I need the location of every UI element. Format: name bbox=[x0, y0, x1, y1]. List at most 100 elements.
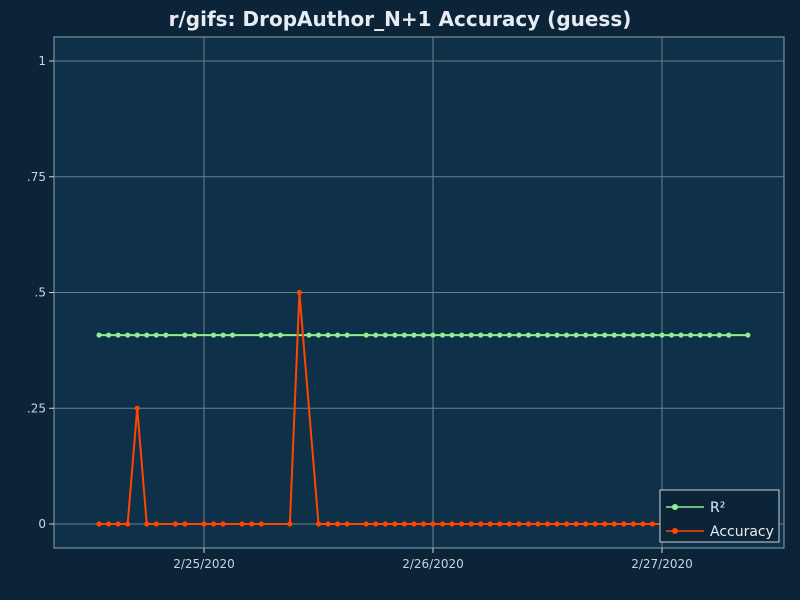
data-point-r2 bbox=[487, 332, 493, 338]
data-point-r2 bbox=[411, 332, 417, 338]
legend-label-r2: R² bbox=[710, 500, 725, 516]
data-point-accuracy bbox=[544, 521, 551, 527]
data-point-accuracy bbox=[411, 521, 417, 527]
data-point-accuracy bbox=[287, 521, 293, 527]
data-point-r2 bbox=[611, 332, 617, 338]
data-point-r2 bbox=[563, 332, 570, 338]
data-point-r2 bbox=[373, 332, 379, 338]
x-tick-label: 2/27/2020 bbox=[631, 557, 693, 571]
data-point-r2 bbox=[210, 332, 217, 338]
data-point-r2 bbox=[430, 332, 436, 338]
legend-label-accuracy: Accuracy bbox=[710, 524, 774, 540]
data-point-r2 bbox=[602, 332, 608, 338]
data-point-r2 bbox=[96, 332, 102, 338]
data-point-r2 bbox=[697, 332, 703, 338]
data-point-accuracy bbox=[611, 521, 617, 527]
data-point-accuracy bbox=[344, 521, 350, 527]
data-point-accuracy bbox=[105, 521, 112, 527]
data-point-accuracy bbox=[525, 521, 532, 527]
chart-title: r/gifs: DropAuthor_N+1 Accuracy (guess) bbox=[169, 7, 632, 31]
data-point-accuracy bbox=[497, 521, 503, 527]
data-point-accuracy bbox=[430, 521, 436, 527]
data-point-r2 bbox=[659, 332, 665, 338]
data-point-r2 bbox=[315, 332, 322, 338]
data-point-r2 bbox=[592, 332, 598, 338]
data-point-r2 bbox=[649, 332, 656, 338]
data-point-r2 bbox=[258, 332, 264, 338]
data-point-r2 bbox=[191, 332, 198, 338]
data-point-accuracy bbox=[363, 521, 369, 527]
data-point-r2 bbox=[105, 332, 112, 338]
data-point-accuracy bbox=[439, 521, 446, 527]
data-point-r2 bbox=[497, 332, 503, 338]
data-point-accuracy bbox=[182, 521, 188, 527]
data-point-r2 bbox=[630, 332, 636, 338]
data-point-accuracy bbox=[535, 521, 541, 527]
data-point-accuracy bbox=[172, 521, 178, 527]
data-point-r2 bbox=[449, 332, 455, 338]
data-point-accuracy bbox=[487, 521, 493, 527]
data-point-r2 bbox=[640, 332, 646, 338]
data-point-r2 bbox=[668, 332, 675, 338]
y-tick-label: .25 bbox=[27, 401, 46, 415]
data-point-r2 bbox=[392, 332, 398, 338]
y-tick-label: .75 bbox=[27, 170, 46, 184]
data-point-r2 bbox=[478, 332, 484, 338]
legend-marker-accuracy bbox=[672, 528, 678, 534]
data-point-accuracy bbox=[516, 521, 522, 527]
data-point-r2 bbox=[573, 332, 579, 338]
data-point-accuracy bbox=[602, 521, 608, 527]
data-point-accuracy bbox=[506, 521, 512, 527]
data-point-accuracy bbox=[478, 521, 484, 527]
data-point-r2 bbox=[230, 332, 236, 338]
data-point-r2 bbox=[468, 332, 474, 338]
legend: R² Accuracy bbox=[659, 489, 780, 543]
data-point-r2 bbox=[134, 332, 140, 338]
data-point-r2 bbox=[726, 332, 732, 338]
data-point-r2 bbox=[716, 332, 722, 338]
data-point-accuracy bbox=[649, 521, 656, 527]
data-point-accuracy bbox=[640, 521, 646, 527]
data-point-accuracy bbox=[382, 521, 388, 527]
data-point-r2 bbox=[306, 332, 312, 338]
data-point-accuracy bbox=[239, 521, 245, 527]
data-point-r2 bbox=[220, 332, 226, 338]
data-point-r2 bbox=[163, 332, 169, 338]
data-point-accuracy bbox=[153, 521, 159, 527]
data-point-accuracy bbox=[325, 521, 331, 527]
data-point-r2 bbox=[144, 332, 150, 338]
data-point-accuracy bbox=[468, 521, 474, 527]
data-point-r2 bbox=[583, 332, 589, 338]
x-tick-label: 2/25/2020 bbox=[173, 557, 235, 571]
data-point-accuracy bbox=[96, 521, 102, 527]
data-point-r2 bbox=[525, 332, 532, 338]
data-point-accuracy bbox=[134, 405, 140, 411]
data-point-accuracy bbox=[420, 521, 427, 527]
data-point-r2 bbox=[268, 332, 274, 338]
data-point-accuracy bbox=[592, 521, 598, 527]
data-point-accuracy bbox=[144, 521, 150, 527]
data-point-r2 bbox=[506, 332, 512, 338]
data-point-r2 bbox=[182, 332, 188, 338]
x-axis-ticks: 2/25/2020 2/26/2020 2/27/2020 bbox=[173, 548, 693, 571]
data-point-r2 bbox=[439, 332, 446, 338]
data-point-r2 bbox=[401, 332, 407, 338]
data-point-accuracy bbox=[449, 521, 455, 527]
data-point-accuracy bbox=[258, 521, 264, 527]
data-point-r2 bbox=[707, 332, 713, 338]
data-point-accuracy bbox=[201, 521, 207, 527]
data-point-accuracy bbox=[563, 521, 570, 527]
y-axis-ticks: 0 .25 .5 .75 1 bbox=[27, 54, 54, 531]
data-point-r2 bbox=[621, 332, 627, 338]
data-point-r2 bbox=[153, 332, 159, 338]
data-point-accuracy bbox=[220, 521, 226, 527]
data-point-accuracy bbox=[125, 521, 131, 527]
data-point-r2 bbox=[544, 332, 551, 338]
data-point-accuracy bbox=[115, 521, 121, 527]
data-point-accuracy bbox=[459, 521, 465, 527]
x-tick-label: 2/26/2020 bbox=[402, 557, 464, 571]
data-point-r2 bbox=[115, 332, 121, 338]
data-point-r2 bbox=[459, 332, 465, 338]
data-point-accuracy bbox=[554, 521, 560, 527]
